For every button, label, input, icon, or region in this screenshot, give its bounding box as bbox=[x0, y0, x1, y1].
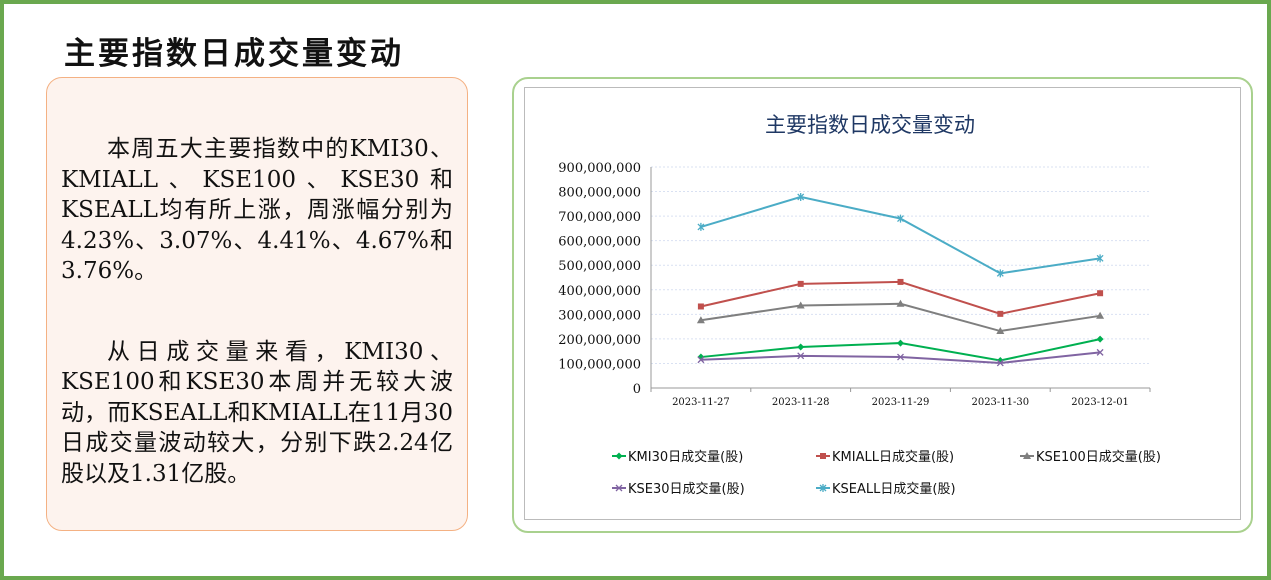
legend-label: KSE30日成交量(股) bbox=[628, 481, 745, 497]
series-line-4 bbox=[700, 195, 1101, 275]
y-tick-label: 900,000,000 bbox=[558, 161, 641, 176]
legend-x-marker bbox=[615, 484, 623, 492]
data-point-square-marker bbox=[1097, 290, 1104, 297]
data-point-x-marker bbox=[697, 356, 705, 364]
legend-label: KSE100日成交量(股) bbox=[1036, 449, 1161, 465]
data-point-triangle-marker bbox=[996, 327, 1005, 335]
summary-text-box: 本周五大主要指数中的KMI30、KMIALL、KSE100、KSE30和KSEA… bbox=[46, 77, 468, 531]
data-point-triangle-marker bbox=[696, 316, 705, 324]
x-tick-label: 2023-11-27 bbox=[672, 397, 730, 408]
data-point-x-marker bbox=[797, 352, 805, 360]
y-tick-label: 800,000,000 bbox=[558, 186, 641, 201]
x-tick-label: 2023-11-29 bbox=[872, 397, 930, 408]
data-point-x-marker bbox=[1096, 348, 1104, 356]
paragraph-volume: 从日成交量来看，KMI30、KSE100和KSE30本周并无较大波动，而KSEA… bbox=[61, 338, 453, 487]
x-tick-label: 2023-11-28 bbox=[772, 397, 830, 408]
chart-container bbox=[512, 77, 1253, 533]
data-point-star-marker bbox=[996, 269, 1004, 278]
data-point-star-marker bbox=[697, 222, 705, 231]
data-point-x-marker bbox=[996, 359, 1004, 367]
legend-star-marker bbox=[819, 484, 827, 492]
data-point-diamond-marker bbox=[1096, 335, 1104, 343]
data-point-diamond-marker bbox=[797, 343, 805, 351]
y-tick-label: 100,000,000 bbox=[558, 357, 641, 372]
y-tick-label: 500,000,000 bbox=[558, 259, 641, 274]
paragraph-gains: 本周五大主要指数中的KMI30、KMIALL、KSE100、KSE30和KSEA… bbox=[61, 136, 453, 284]
data-point-triangle-marker bbox=[1096, 311, 1105, 319]
x-tick-label: 2023-11-30 bbox=[971, 397, 1029, 408]
legend-diamond-marker bbox=[615, 452, 623, 460]
data-point-square-marker bbox=[997, 310, 1004, 317]
legend-label: KMI30日成交量(股) bbox=[628, 449, 743, 465]
data-point-square-marker bbox=[797, 280, 804, 287]
y-tick-label: 600,000,000 bbox=[558, 235, 641, 250]
y-tick-label: 300,000,000 bbox=[558, 308, 641, 323]
data-point-triangle-marker bbox=[896, 299, 905, 307]
legend-square-marker bbox=[820, 453, 826, 459]
legend-triangle-marker bbox=[1023, 452, 1031, 459]
data-point-triangle-marker bbox=[796, 301, 805, 309]
data-point-square-marker bbox=[697, 303, 704, 310]
y-tick-label: 700,000,000 bbox=[558, 210, 641, 225]
series-line-2 bbox=[700, 302, 1101, 333]
y-tick-label: 0 bbox=[633, 382, 641, 397]
legend-label: KMIALL日成交量(股) bbox=[832, 449, 954, 465]
chart-area bbox=[524, 87, 1241, 520]
data-point-star-marker bbox=[1096, 254, 1104, 263]
data-point-diamond-marker bbox=[897, 339, 904, 347]
y-tick-label: 200,000,000 bbox=[558, 333, 641, 348]
page-title: 主要指数日成交量变动 bbox=[64, 36, 404, 72]
data-point-star-marker bbox=[797, 192, 805, 201]
data-point-x-marker bbox=[897, 353, 904, 361]
chart-title: 主要指数日成交量变动 bbox=[765, 113, 975, 137]
y-tick-label: 400,000,000 bbox=[558, 284, 641, 299]
data-point-star-marker bbox=[897, 214, 904, 223]
data-point-square-marker bbox=[897, 278, 904, 285]
series-line-1 bbox=[700, 280, 1101, 315]
legend-label: KSEALL日成交量(股) bbox=[832, 481, 956, 497]
x-tick-label: 2023-12-01 bbox=[1071, 397, 1129, 408]
